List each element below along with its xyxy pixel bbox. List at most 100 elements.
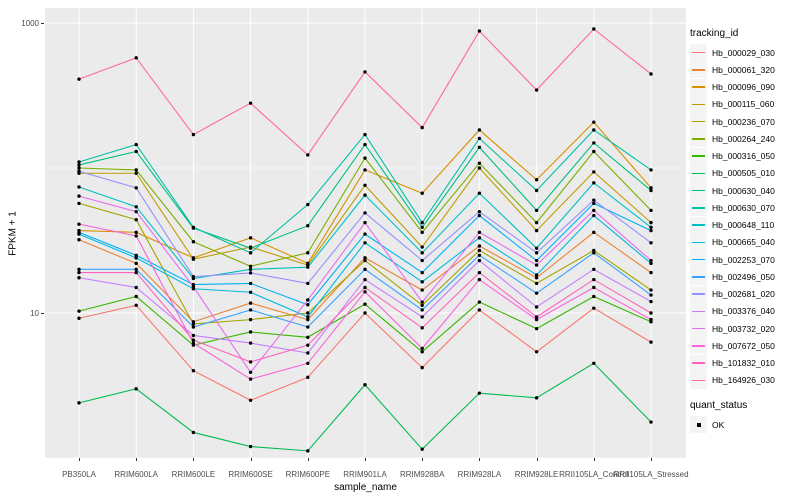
x-tick-mark xyxy=(422,458,424,461)
legend-key xyxy=(690,78,707,96)
x-tick-label: RRIM928LE xyxy=(514,470,559,479)
data-point xyxy=(134,186,138,190)
data-point xyxy=(306,303,310,307)
data-point xyxy=(248,101,253,105)
data-point xyxy=(477,391,482,395)
legend-label: Hb_003376_040 xyxy=(712,306,775,317)
legend-item: Hb_003732_020 xyxy=(690,320,798,338)
legend-label: OK xyxy=(712,419,725,430)
data-point xyxy=(306,361,310,365)
data-point xyxy=(420,326,424,330)
data-point xyxy=(534,263,539,267)
legend-label: Hb_164926_030 xyxy=(712,375,775,386)
legend-label: Hb_002253_070 xyxy=(712,254,775,265)
legend-section-quant-status: quant_status OK xyxy=(690,400,798,434)
data-point xyxy=(420,125,424,130)
data-point xyxy=(420,300,424,304)
legend-color-line xyxy=(692,103,705,106)
data-point xyxy=(649,186,653,190)
data-point xyxy=(77,270,81,275)
data-point xyxy=(248,236,253,240)
data-point xyxy=(306,281,310,286)
x-tick-label: RRIM901LA xyxy=(343,470,387,479)
legend-item: Hb_000264_240 xyxy=(690,130,798,148)
data-point xyxy=(248,370,253,374)
data-point xyxy=(534,281,539,286)
data-point xyxy=(649,258,653,263)
data-point xyxy=(191,369,196,373)
plot-canvas xyxy=(45,8,686,458)
data-point xyxy=(363,311,367,315)
x-tick-mark xyxy=(651,458,652,461)
data-point xyxy=(134,171,138,175)
x-tick-mark xyxy=(307,458,309,461)
data-point xyxy=(649,340,653,344)
data-point xyxy=(534,220,539,225)
legend-label: Hb_000061_320 xyxy=(712,64,775,75)
data-point xyxy=(306,317,310,322)
legend-color-line xyxy=(692,155,705,157)
data-point xyxy=(248,246,253,250)
data-point xyxy=(420,251,424,255)
data-point xyxy=(134,256,138,260)
data-point xyxy=(592,141,596,145)
data-point xyxy=(477,161,482,165)
legend: tracking_id Hb_000029_030 Hb_000061_320 Hb… xyxy=(690,28,798,434)
legend-label: Hb_000630_070 xyxy=(712,202,775,213)
data-point xyxy=(649,241,653,245)
data-point xyxy=(306,224,310,228)
data-point xyxy=(420,270,424,275)
square-point-icon xyxy=(696,422,701,427)
data-point xyxy=(477,236,482,240)
legend-color-line xyxy=(692,327,705,330)
legend-key xyxy=(690,371,707,389)
y-tick-label: 1000 xyxy=(21,18,39,28)
data-point xyxy=(306,251,310,255)
data-point xyxy=(534,228,539,233)
legend-key xyxy=(690,61,707,79)
data-point xyxy=(534,315,539,319)
data-point xyxy=(191,338,196,342)
data-point xyxy=(477,277,482,282)
data-point xyxy=(363,256,367,260)
data-point xyxy=(649,317,653,322)
legend-color-line xyxy=(692,276,705,278)
data-point xyxy=(363,132,367,137)
legend-color-line xyxy=(692,362,705,364)
data-point xyxy=(77,194,81,198)
data-point xyxy=(477,191,482,195)
x-axis-title: sample_name xyxy=(334,482,397,493)
data-point xyxy=(363,168,367,172)
legend-color-line xyxy=(692,258,705,261)
data-point xyxy=(191,325,196,329)
data-point xyxy=(363,383,367,387)
data-point xyxy=(248,360,253,364)
data-point xyxy=(649,311,653,315)
legend-label: Hb_101832_010 xyxy=(712,358,775,369)
legend-color-line xyxy=(692,207,705,209)
data-point xyxy=(134,234,138,238)
legend-key xyxy=(690,416,707,434)
data-point xyxy=(592,267,596,272)
legend-key xyxy=(690,95,707,113)
data-point xyxy=(592,208,596,213)
legend-key xyxy=(690,251,707,269)
data-point xyxy=(306,375,310,380)
data-point xyxy=(363,211,367,215)
data-point xyxy=(191,274,196,279)
data-point xyxy=(306,343,310,347)
data-point xyxy=(420,230,424,235)
data-point xyxy=(248,301,253,305)
legend-label: Hb_002496_050 xyxy=(712,271,775,282)
data-point xyxy=(306,153,310,157)
data-point xyxy=(134,230,138,235)
data-point xyxy=(248,251,253,255)
data-point xyxy=(534,291,539,295)
y-axis-title: FPKM + 1 xyxy=(7,211,19,256)
data-point xyxy=(649,220,653,225)
data-point xyxy=(420,258,424,263)
legend-item: Hb_002253_070 xyxy=(690,251,798,269)
legend-key xyxy=(690,113,707,131)
x-tick-mark xyxy=(593,458,595,461)
data-point xyxy=(248,264,253,268)
